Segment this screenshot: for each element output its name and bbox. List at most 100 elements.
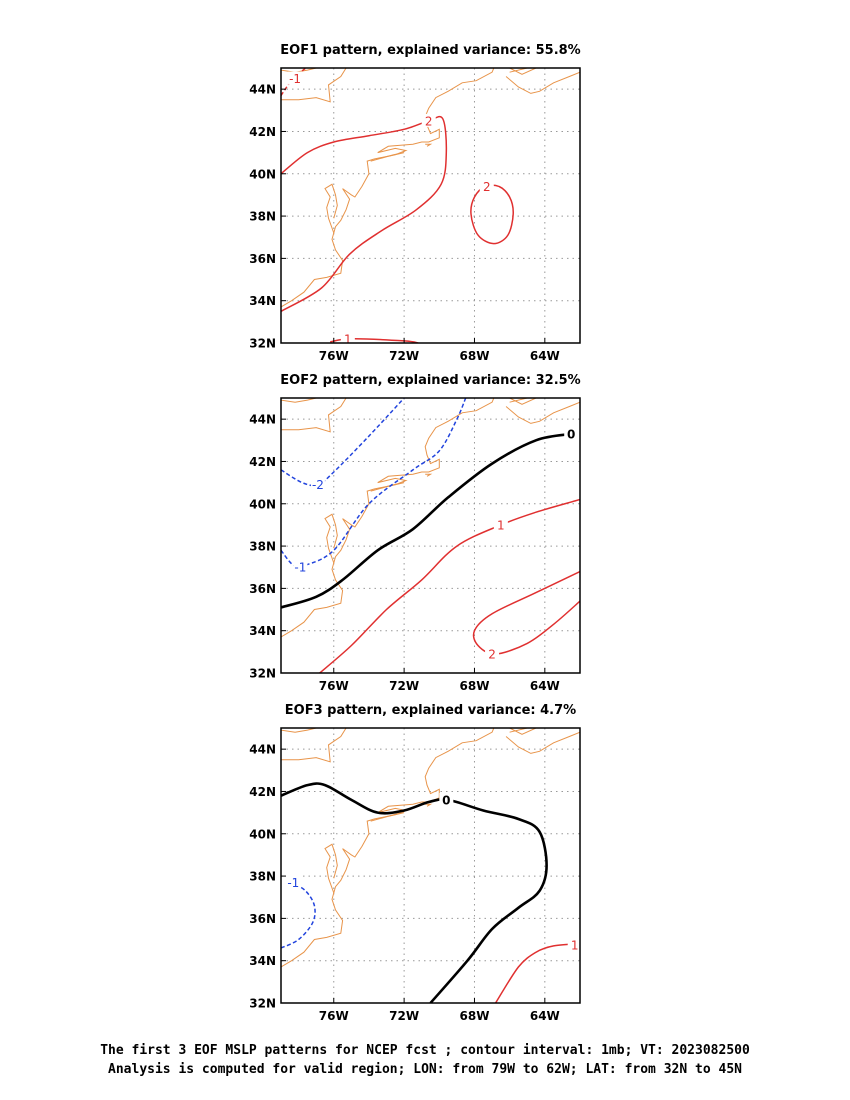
contour-label-bg: [564, 426, 579, 440]
caption-line-2: Analysis is computed for valid region; L…: [108, 1062, 742, 1077]
y-tick-label: 42N: [249, 785, 276, 799]
y-tick-label: 36N: [249, 252, 276, 266]
coastline-segment: [509, 398, 537, 405]
coastline-segment: [281, 398, 347, 433]
x-tick-label: 76W: [319, 1009, 349, 1023]
contour-label-bg: [479, 179, 494, 193]
panel-title: EOF3 pattern, explained variance: 4.7%: [285, 703, 576, 718]
contour-label-bg: [293, 560, 308, 574]
coastline-segment: [281, 398, 495, 638]
contour-label: 1: [571, 938, 579, 952]
coastline-segment: [281, 728, 347, 763]
y-tick-label: 34N: [249, 954, 276, 968]
coastline-segment: [281, 398, 317, 403]
coastline-segment: [505, 71, 580, 94]
contour-label: 1: [344, 332, 352, 346]
contour-line-neg1: [281, 68, 307, 96]
coastline-segment: [281, 728, 495, 968]
contours: [281, 398, 580, 673]
y-tick-label: 42N: [249, 455, 276, 469]
x-tick-label: 68W: [460, 679, 490, 693]
coastline-segment: [281, 728, 317, 733]
y-tick-label: 42N: [249, 125, 276, 139]
grid-lines: [281, 68, 580, 343]
contour-line-1: [494, 943, 580, 1003]
y-tick-label: 34N: [249, 294, 276, 308]
contour-label: 2: [425, 114, 433, 128]
contour-label-bg: [439, 792, 454, 806]
y-tick-label: 44N: [249, 413, 276, 427]
coastline-segment: [505, 401, 580, 424]
y-tick-label: 40N: [249, 497, 276, 511]
contour-label-bg: [493, 517, 508, 531]
plot-frame: [280, 397, 581, 674]
x-tick-label: 72W: [389, 1009, 419, 1023]
contour-label: -1: [287, 876, 299, 890]
y-tick-label: 40N: [249, 827, 276, 841]
caption-line-1: The first 3 EOF MSLP patterns for NCEP f…: [100, 1043, 750, 1058]
y-tick-label: 38N: [249, 870, 276, 884]
contour-label-bg: [310, 477, 325, 491]
contour-label-bg: [340, 331, 355, 345]
contour-label: 1: [497, 518, 505, 532]
coastline-segment: [370, 812, 405, 822]
coastline: [281, 398, 580, 638]
coastline-segment: [425, 143, 433, 147]
contour-line-0: [281, 432, 572, 609]
contour-label: 0: [442, 793, 450, 807]
panel-title: EOF2 pattern, explained variance: 32.5%: [280, 373, 580, 388]
contour-line-1: [319, 498, 580, 673]
panel-title: EOF1 pattern, explained variance: 55.8%: [280, 43, 580, 58]
coastline-segment: [370, 152, 405, 162]
contour-label: 0: [567, 427, 575, 441]
contour-line-1: [330, 338, 419, 343]
y-tick-label: 38N: [249, 540, 276, 554]
eof-panel-3: EOF3 pattern, explained variance: 4.7% 0 -…: [249, 703, 582, 1023]
coastline-segment: [509, 68, 537, 75]
contour-line-2: [470, 184, 514, 245]
coastline-segment: [324, 183, 338, 234]
y-tick-label: 44N: [249, 743, 276, 757]
coastline-segment: [281, 68, 317, 73]
contours: [281, 68, 514, 343]
coastline-segment: [509, 728, 537, 735]
coastline-segment: [324, 513, 338, 564]
contour-line-2: [281, 115, 448, 312]
x-tick-label: 64W: [530, 1009, 560, 1023]
contour-line-2: [472, 570, 580, 655]
plot-frame: [280, 727, 581, 1004]
contour-label: 2: [488, 647, 496, 661]
y-tick-label: 44N: [249, 83, 276, 97]
contour-label-bg: [421, 113, 436, 127]
coastline: [281, 728, 580, 968]
contour-label-bg: [288, 71, 303, 85]
y-tick-label: 32N: [249, 667, 276, 681]
contours: [281, 782, 580, 1003]
contour-label-bg: [567, 937, 582, 951]
coastline-segment: [281, 68, 347, 103]
grid-lines: [281, 728, 580, 1003]
x-tick-label: 64W: [530, 679, 560, 693]
coastline: [281, 68, 580, 308]
coastline-segment: [324, 843, 338, 894]
y-tick-label: 34N: [249, 624, 276, 638]
y-tick-label: 40N: [249, 167, 276, 181]
contour-label: -1: [294, 561, 306, 575]
x-tick-label: 68W: [460, 1009, 490, 1023]
contour-label: 2: [483, 180, 491, 194]
coastline-segment: [425, 803, 433, 807]
plot-frame: [280, 67, 581, 344]
eof-panel-2: EOF2 pattern, explained variance: 32.5% -…: [249, 373, 581, 693]
y-tick-label: 38N: [249, 210, 276, 224]
coastline-segment: [505, 731, 580, 754]
x-tick-label: 72W: [389, 679, 419, 693]
coastline-segment: [425, 473, 433, 477]
y-tick-label: 36N: [249, 582, 276, 596]
x-tick-label: 68W: [460, 349, 490, 363]
x-tick-label: 76W: [319, 349, 349, 363]
contour-label-bg: [485, 646, 500, 660]
x-tick-label: 72W: [389, 349, 419, 363]
eof-figure: EOF1 pattern, explained variance: 55.8% -…: [249, 43, 582, 1023]
contour-label: -2: [312, 478, 324, 492]
contour-label-bg: [286, 875, 301, 889]
